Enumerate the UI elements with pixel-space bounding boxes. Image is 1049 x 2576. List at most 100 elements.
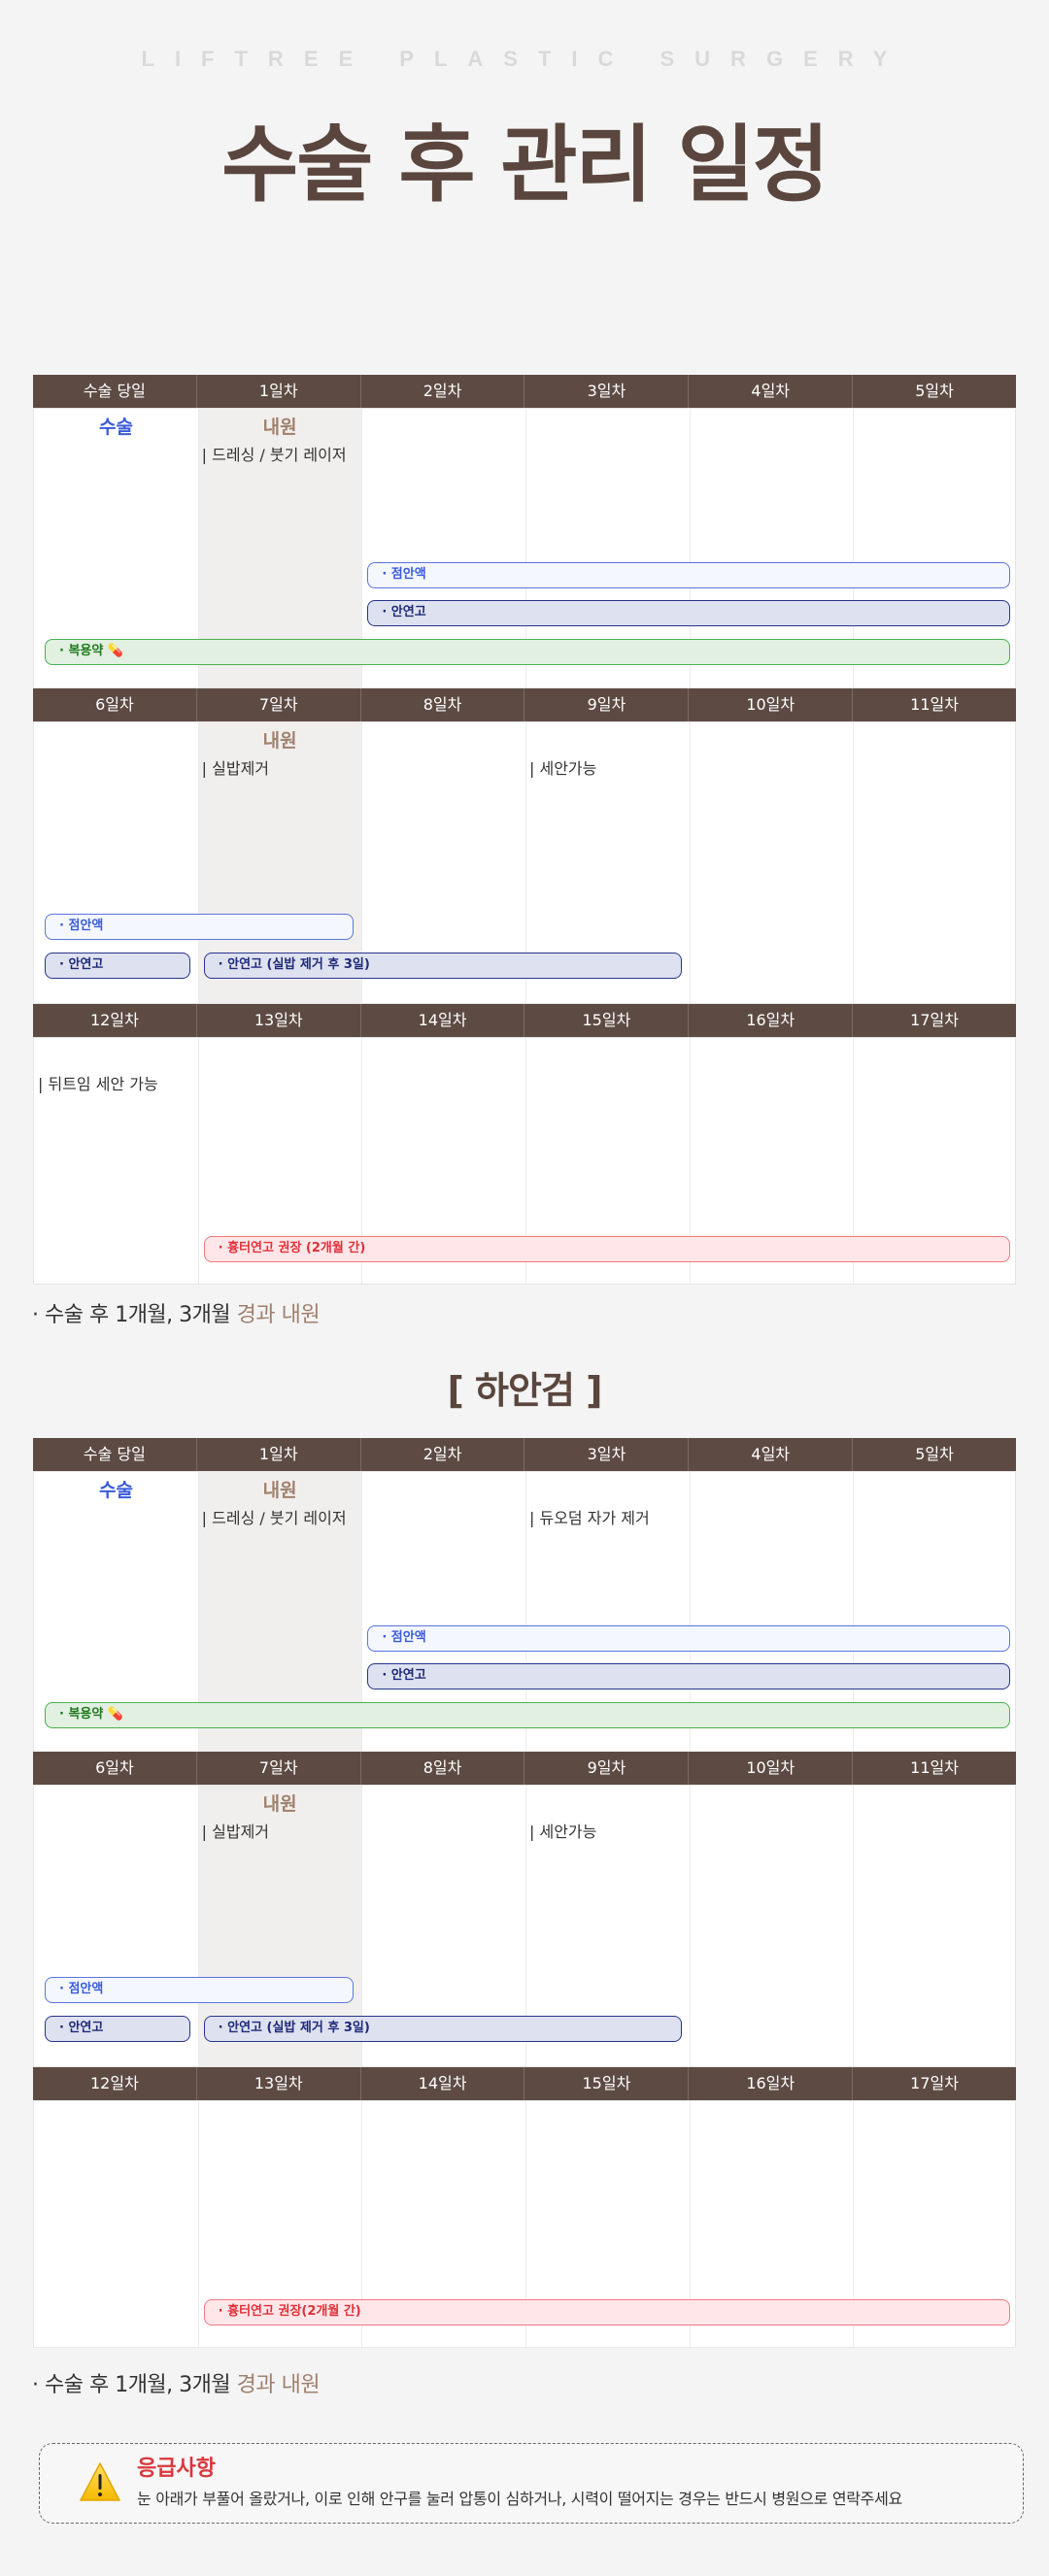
eye-drops-bar: · 점안액 — [45, 914, 355, 940]
day-header: 16일차 — [688, 2067, 852, 2100]
day-header: 2일차 — [359, 375, 524, 408]
day-header: 15일차 — [524, 1004, 688, 1037]
day-header: 14일차 — [359, 1004, 524, 1037]
day-cell — [853, 722, 1017, 1003]
day-header: 11일차 — [852, 1752, 1016, 1785]
day-header: 5일차 — [852, 1438, 1016, 1471]
day-cell — [853, 2101, 1017, 2347]
brand-tagline: LIFTREE PLASTIC SURGERY — [141, 47, 908, 71]
day-header: 4일차 — [688, 375, 852, 408]
day-header: 13일차 — [195, 2067, 360, 2100]
eye-ointment-bar: · 안연고 — [367, 1663, 1010, 1689]
visit-label: 내원 — [262, 730, 297, 752]
day-cell — [361, 1786, 525, 2066]
week-header-row: 12일차 13일차 14일차 15일차 16일차 17일차 — [33, 2067, 1016, 2100]
day-header: 5일차 — [852, 375, 1016, 408]
medication-bar: · 복용약 💊 — [45, 1702, 1010, 1728]
day-header: 17일차 — [852, 1004, 1016, 1037]
day-header: 2일차 — [359, 1438, 524, 1471]
follow-up-highlight: 경과 내원 — [236, 1303, 321, 1327]
day-header: 수술 당일 — [83, 1445, 146, 1463]
day-header: 1일차 — [195, 375, 360, 408]
week-header-row: 수술 당일 1일차 2일차 3일차 4일차 5일차 — [33, 1438, 1016, 1471]
day-header: 4일차 — [688, 1438, 852, 1471]
emergency-title: 응급사항 — [137, 2457, 216, 2481]
day-cell — [689, 1786, 854, 2066]
day-header: 14일차 — [359, 2067, 524, 2100]
day-cell — [34, 2101, 198, 2347]
follow-up-text: · 수술 후 1개월, 3개월 — [32, 2373, 237, 2397]
day-header: 10일차 — [688, 1752, 852, 1785]
week-body: 수술 내원 | 드레싱 / 붓기 레이저 · 점안액 · 안연고 · 복용약 💊 — [33, 408, 1016, 688]
day-cell — [689, 722, 854, 1003]
page-title: 수술 후 관리 일정 — [221, 117, 829, 214]
day-header: 7일차 — [195, 688, 360, 721]
day-cell — [689, 1472, 854, 1752]
scar-ointment-bar: · 흉터연고 권장(2개월 간) — [203, 2299, 1010, 2325]
day-cell — [689, 1038, 854, 1284]
schedule-note: | 드레싱 / 붓기 레이저 — [201, 1509, 347, 1527]
schedule-note: | 실밥제거 — [201, 1823, 270, 1841]
week-header-row: 12일차 13일차 14일차 15일차 16일차 17일차 — [33, 1004, 1016, 1037]
day-cell — [853, 409, 1017, 687]
day-cell — [525, 2101, 690, 2347]
day-cell — [197, 1038, 362, 1284]
day-cell — [689, 409, 854, 687]
day-cell — [197, 2101, 362, 2347]
day-cell — [525, 1786, 690, 2066]
day-cell — [361, 1472, 525, 1752]
week-body: 수술 내원 | 드레싱 / 붓기 레이저 | 듀오덤 자가 제거 · 점안액 · 안연고 ·… — [33, 1471, 1016, 1753]
emergency-notice: 응급사항 눈 아래가 부풀어 올랐거나, 이로 인해 안구를 눌러 압통이 심하… — [39, 2443, 1024, 2524]
medication-bar: · 복용약 💊 — [45, 639, 1010, 665]
day-cell — [853, 1472, 1017, 1752]
warning-triangle-icon — [80, 2462, 120, 2501]
day-header: 9일차 — [524, 1752, 688, 1785]
day-header: 10일차 — [688, 688, 852, 721]
week-body: 내원 | 실밥제거 | 세안가능 · 점안액 · 안연고 · 안연고 (실밥 제거 후 3… — [33, 721, 1016, 1004]
day-cell — [525, 409, 690, 687]
day-cell — [853, 1786, 1017, 2066]
day-header: 8일차 — [359, 1752, 524, 1785]
day-header: 1일차 — [195, 1438, 360, 1471]
week-header-row: 6일차 7일차 8일차 9일차 10일차 11일차 — [33, 1752, 1016, 1785]
eye-ointment-bar: · 안연고 — [367, 600, 1010, 626]
day-header: 3일차 — [524, 375, 688, 408]
schedule-note: | 듀오덤 자가 제거 — [529, 1509, 650, 1527]
week-body: | 뒤트임 세안 가능 · 흉터연고 권장 (2개월 간) — [33, 1037, 1016, 1285]
day-header: 11일차 — [852, 688, 1016, 721]
day-cell — [361, 722, 525, 1003]
eye-ointment-bar: · 안연고 (실밥 제거 후 3일) — [203, 953, 682, 979]
schedule-note: | 세안가능 — [529, 1823, 597, 1841]
visit-label: 내원 — [262, 417, 297, 438]
day-header: 12일차 — [90, 1011, 139, 1029]
day-cell — [525, 722, 690, 1003]
eye-ointment-bar: · 안연고 (실밥 제거 후 3일) — [203, 2016, 682, 2042]
week-body: · 흉터연고 권장(2개월 간) — [33, 2100, 1016, 2348]
eye-drops-bar: · 점안액 — [367, 562, 1010, 588]
day-header: 15일차 — [524, 2067, 688, 2100]
schedule-note: | 뒤트임 세안 가능 — [38, 1075, 158, 1093]
follow-up-highlight: 경과 내원 — [236, 2373, 321, 2397]
day-header: 9일차 — [524, 688, 688, 721]
week-header-row: 6일차 7일차 8일차 9일차 10일차 11일차 — [33, 688, 1016, 721]
eye-ointment-bar: · 안연고 — [45, 953, 190, 979]
day-cell — [361, 1038, 525, 1284]
surgery-label: 수술 — [99, 1480, 133, 1501]
visit-label: 내원 — [262, 1480, 297, 1501]
visit-label: 내원 — [262, 1793, 297, 1815]
schedule-note: | 실밥제거 — [201, 759, 270, 778]
follow-up-note: · 수술 후 1개월, 3개월 경과 내원 — [32, 2371, 321, 2400]
day-header: 6일차 — [95, 695, 134, 714]
follow-up-note: · 수술 후 1개월, 3개월 경과 내원 — [32, 1301, 321, 1330]
eye-ointment-bar: · 안연고 — [45, 2016, 190, 2042]
schedule-note: | 세안가능 — [529, 759, 597, 778]
day-cell — [525, 1472, 690, 1752]
day-cell — [689, 2101, 854, 2347]
day-header: 3일차 — [524, 1438, 688, 1471]
day-header: 7일차 — [195, 1752, 360, 1785]
day-header: 13일차 — [195, 1004, 360, 1037]
eye-drops-bar: · 점안액 — [45, 1977, 355, 2003]
day-header: 8일차 — [359, 688, 524, 721]
surgery-label: 수술 — [99, 417, 133, 438]
day-header: 12일차 — [90, 2074, 139, 2092]
